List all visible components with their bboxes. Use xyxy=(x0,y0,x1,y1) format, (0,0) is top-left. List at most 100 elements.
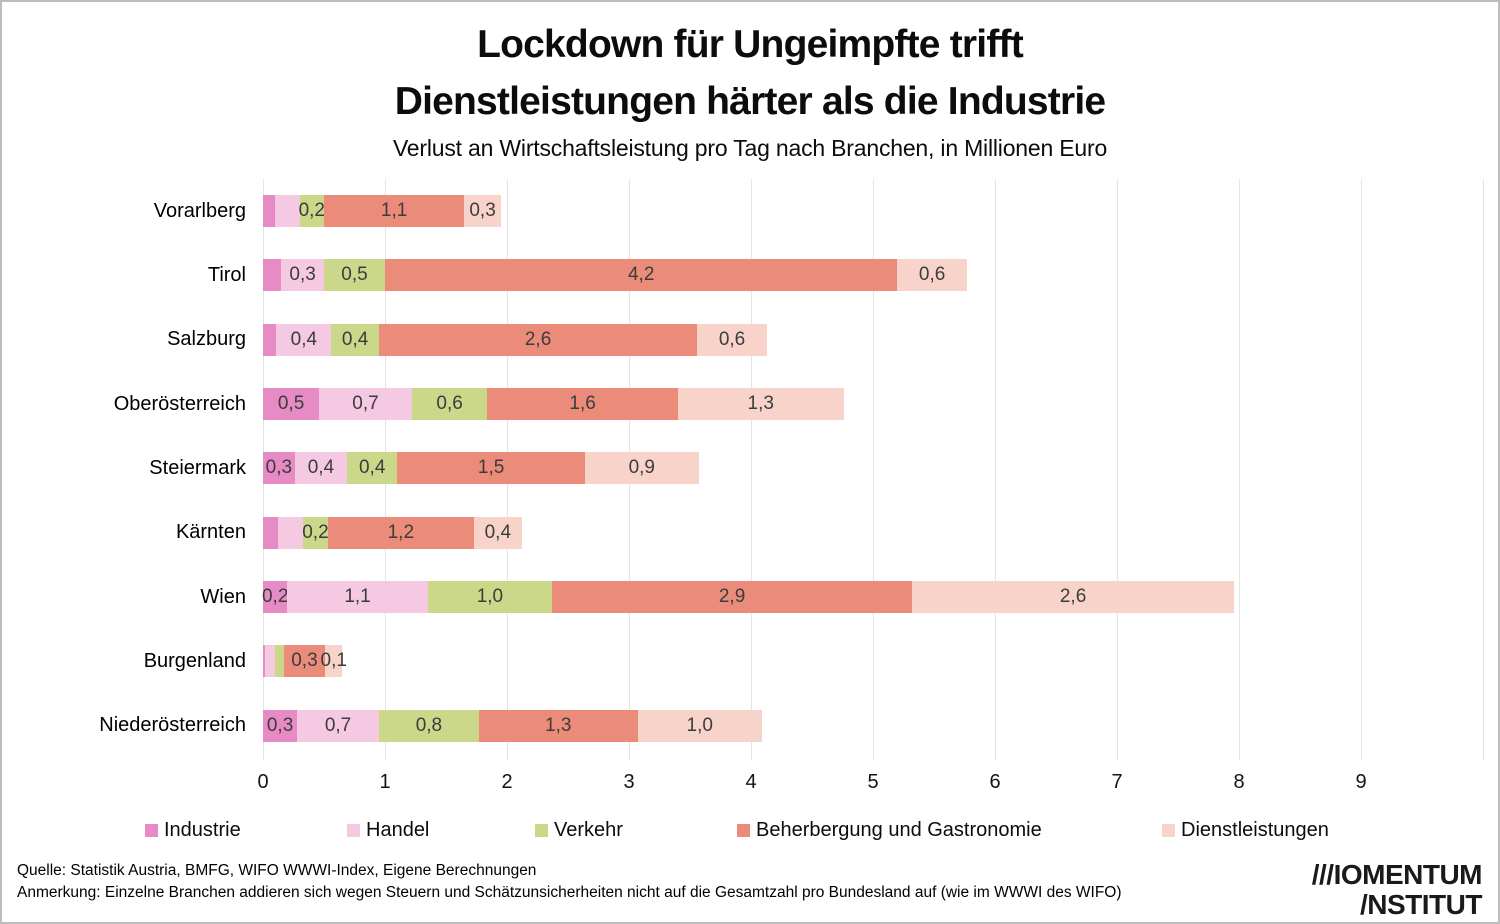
bar-segment-industrie xyxy=(263,516,278,549)
bar-segment-dienstleistungen: 0,3 xyxy=(464,195,501,228)
bar-segment-beherbergung-und-gastronomie: 1,6 xyxy=(487,388,678,421)
bar-segment-beherbergung-und-gastronomie: 0,3 xyxy=(283,645,326,678)
legend-item-industrie: Industrie xyxy=(145,819,241,842)
bar-row: Steiermark 0,3 0,4 0,4 1,5 0,9 xyxy=(2,436,1498,500)
gridline xyxy=(1361,179,1362,760)
bar-segment-industrie xyxy=(263,645,266,678)
x-axis-tick: 1 xyxy=(379,771,391,793)
stacked-bar: 0,2 1,2 0,4 xyxy=(263,516,522,549)
legend-item-handel: Handel xyxy=(347,819,429,842)
category-label: Steiermark xyxy=(149,456,246,479)
legend-item-verkehr: Verkehr xyxy=(535,819,623,842)
legend-swatch-handel xyxy=(347,824,360,837)
bar-segment-handel: 0,4 xyxy=(294,452,348,485)
stacked-bar: 0,3 0,5 4,2 0,6 xyxy=(263,259,967,292)
bar-segment-dienstleistungen: 0,6 xyxy=(697,323,767,356)
legend-item-beherbergung-und-gastronomie: Beherbergung und Gastronomie xyxy=(737,819,1042,842)
bar-segment-verkehr: 0,8 xyxy=(378,709,479,742)
x-axis-tick: 9 xyxy=(1355,771,1367,793)
momentum-institut-logo: ///IOMENTUM /NSTITUT xyxy=(1311,859,1483,920)
bar-segment-dienstleistungen: 0,9 xyxy=(585,452,699,485)
bar-segment-verkehr: 0,6 xyxy=(411,388,488,421)
bar-segment-beherbergung-und-gastronomie: 2,9 xyxy=(552,581,913,614)
category-label: Burgenland xyxy=(143,649,246,672)
bar-row: Kärnten 0,2 1,2 0,4 xyxy=(2,501,1498,565)
footer-note: Anmerkung: Einzelne Branchen addieren si… xyxy=(17,883,1122,901)
stacked-bar: 0,2 1,1 0,3 xyxy=(263,195,501,228)
legend-label: Beherbergung und Gastronomie xyxy=(756,819,1042,841)
x-axis-tick: 2 xyxy=(501,771,513,793)
bar-segment-dienstleistungen: 1,0 xyxy=(637,709,762,742)
chart-title: Lockdown für Ungeimpfte trifft Dienstlei… xyxy=(2,16,1498,130)
legend-label: Handel xyxy=(366,819,430,841)
bar-segment-handel: 0,4 xyxy=(276,323,332,356)
bar-segment-dienstleistungen: 0,6 xyxy=(897,259,967,292)
gridline xyxy=(1483,179,1484,760)
gridline xyxy=(873,179,874,760)
stacked-bar: 0,3 0,1 xyxy=(263,645,347,678)
bar-segment-beherbergung-und-gastronomie: 1,3 xyxy=(478,709,638,742)
bar-row: Vorarlberg 0,2 1,1 0,3 xyxy=(2,179,1498,243)
bar-segment-handel: 0,7 xyxy=(297,709,379,742)
bar-row: Niederösterreich 0,3 0,7 0,8 1,3 1,0 xyxy=(2,694,1498,758)
bar-segment-industrie: 0,5 xyxy=(263,388,320,421)
gridline xyxy=(995,179,996,760)
x-axis-tick: 5 xyxy=(867,771,879,793)
bar-row: Wien 0,2 1,1 1,0 2,9 2,6 xyxy=(2,565,1498,629)
category-label: Niederösterreich xyxy=(99,714,246,737)
legend-label: Industrie xyxy=(164,819,241,841)
bar-segment-verkehr: 1,0 xyxy=(427,581,553,614)
category-label: Salzburg xyxy=(167,328,246,351)
bar-segment-verkehr xyxy=(275,645,284,678)
stacked-bar: 0,3 0,4 0,4 1,5 0,9 xyxy=(263,452,699,485)
bar-segment-verkehr: 0,4 xyxy=(331,323,379,356)
x-axis-tick: 0 xyxy=(257,771,269,793)
plot-area: Vorarlberg 0,2 1,1 0,3 Tirol 0,3 0,5 4,2 0,6 Salz… xyxy=(2,179,1498,797)
bar-segment-beherbergung-und-gastronomie: 2,6 xyxy=(378,323,698,356)
bar-segment-beherbergung-und-gastronomie: 1,1 xyxy=(323,195,465,228)
bar-segment-verkehr: 0,4 xyxy=(347,452,398,485)
logo-line2: /NSTITUT xyxy=(1360,889,1483,920)
bar-segment-beherbergung-und-gastronomie: 1,2 xyxy=(327,516,475,549)
bar-segment-industrie xyxy=(263,323,277,356)
bar-segment-verkehr: 0,2 xyxy=(302,516,329,549)
x-axis-tick: 8 xyxy=(1233,771,1245,793)
category-label: Wien xyxy=(200,585,246,608)
bar-segment-dienstleistungen: 0,4 xyxy=(474,516,522,549)
bar-segment-beherbergung-und-gastronomie: 4,2 xyxy=(384,259,898,292)
chart-title-line1: Lockdown für Ungeimpfte trifft xyxy=(477,23,1024,66)
bar-row: Tirol 0,3 0,5 4,2 0,6 xyxy=(2,243,1498,307)
legend-swatch-beherbergung-und-gastronomie xyxy=(737,824,750,837)
bar-row: Oberösterreich 0,5 0,7 0,6 1,6 1,3 xyxy=(2,372,1498,436)
legend: Industrie Handel Verkehr Beherbergung und G… xyxy=(2,819,1498,853)
category-label: Kärnten xyxy=(175,521,246,544)
bar-segment-industrie: 0,3 xyxy=(263,709,298,742)
bar-segment-industrie xyxy=(263,195,276,228)
footer-notes: Quelle: Statistik Austria, BMFG, WIFO WW… xyxy=(17,860,1142,903)
chart-subtitle: Verlust an Wirtschaftsleistung pro Tag n… xyxy=(392,135,1108,161)
x-axis-tick: 3 xyxy=(623,771,635,793)
stacked-bar: 0,2 1,1 1,0 2,9 2,6 xyxy=(262,581,1235,614)
bar-segment-verkehr: 0,5 xyxy=(323,259,385,292)
bar-row: Salzburg 0,4 0,4 2,6 0,6 xyxy=(2,308,1498,372)
category-label: Tirol xyxy=(207,263,246,286)
legend-swatch-dienstleistungen xyxy=(1162,824,1175,837)
bar-segment-industrie xyxy=(263,259,282,292)
bar-segment-handel xyxy=(275,195,300,228)
bar-segment-handel: 0,7 xyxy=(319,388,412,421)
legend-item-dienstleistungen: Dienstleistungen xyxy=(1162,819,1329,842)
legend-swatch-verkehr xyxy=(535,824,548,837)
legend-label: Verkehr xyxy=(554,819,623,841)
bar-segment-beherbergung-und-gastronomie: 1,5 xyxy=(397,452,586,485)
category-label: Oberösterreich xyxy=(113,392,246,415)
gridline xyxy=(751,179,752,760)
stacked-bar: 0,5 0,7 0,6 1,6 1,3 xyxy=(263,388,844,421)
bar-row: Burgenland 0,3 0,1 xyxy=(2,629,1498,693)
bar-segment-dienstleistungen: 2,6 xyxy=(912,581,1235,614)
category-label: Vorarlberg xyxy=(153,199,246,222)
stacked-bar: 0,4 0,4 2,6 0,6 xyxy=(263,323,767,356)
bar-segment-handel: 1,1 xyxy=(287,581,428,614)
legend-label: Dienstleistungen xyxy=(1181,819,1329,841)
logo-line1: ///IOMENTUM xyxy=(1311,859,1483,890)
